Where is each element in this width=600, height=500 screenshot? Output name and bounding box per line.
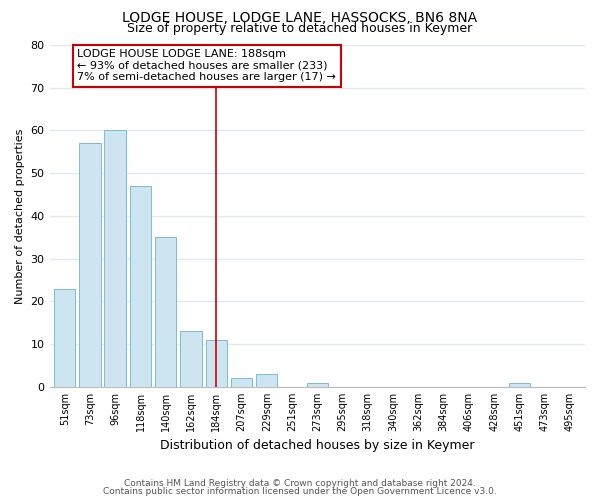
Bar xyxy=(256,374,277,387)
Text: LODGE HOUSE, LODGE LANE, HASSOCKS, BN6 8NA: LODGE HOUSE, LODGE LANE, HASSOCKS, BN6 8… xyxy=(122,11,478,25)
Text: Contains public sector information licensed under the Open Government Licence v3: Contains public sector information licen… xyxy=(103,487,497,496)
Bar xyxy=(54,288,76,387)
Text: Contains HM Land Registry data © Crown copyright and database right 2024.: Contains HM Land Registry data © Crown c… xyxy=(124,479,476,488)
Bar xyxy=(155,238,176,387)
Bar xyxy=(509,382,530,387)
X-axis label: Distribution of detached houses by size in Keymer: Distribution of detached houses by size … xyxy=(160,440,475,452)
Bar xyxy=(130,186,151,387)
Bar xyxy=(307,382,328,387)
Text: Size of property relative to detached houses in Keymer: Size of property relative to detached ho… xyxy=(127,22,473,35)
Bar xyxy=(231,378,252,387)
Y-axis label: Number of detached properties: Number of detached properties xyxy=(15,128,25,304)
Bar xyxy=(79,144,101,387)
Text: LODGE HOUSE LODGE LANE: 188sqm
← 93% of detached houses are smaller (233)
7% of : LODGE HOUSE LODGE LANE: 188sqm ← 93% of … xyxy=(77,50,336,82)
Bar xyxy=(104,130,126,387)
Bar xyxy=(206,340,227,387)
Bar xyxy=(180,332,202,387)
